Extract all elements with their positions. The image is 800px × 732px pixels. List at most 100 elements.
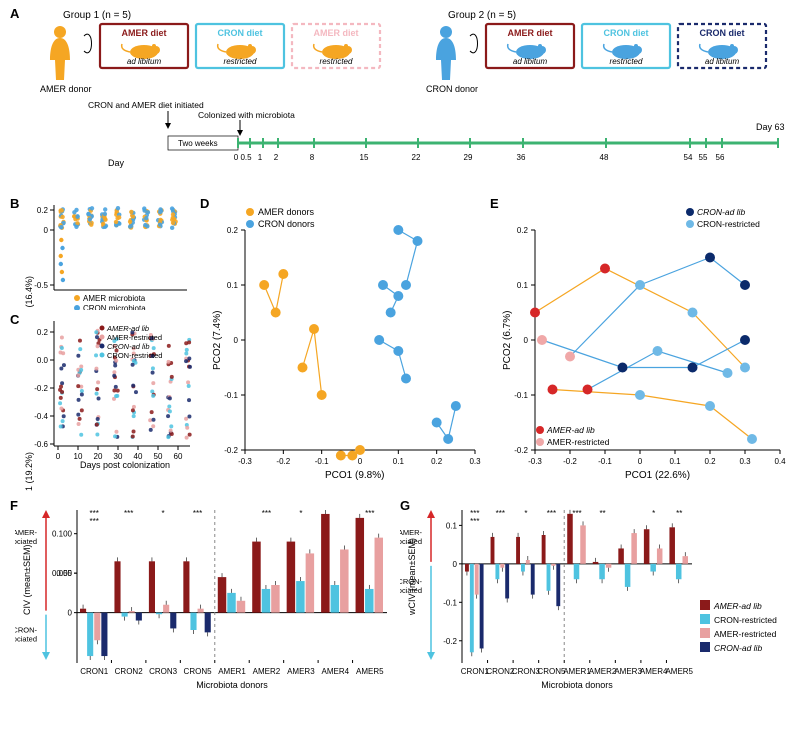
svg-text:More AMER-: More AMER-	[15, 528, 37, 537]
svg-text:CRON5: CRON5	[537, 667, 566, 676]
svg-text:2: 2	[274, 153, 279, 162]
svg-text:AMER1: AMER1	[218, 667, 246, 676]
svg-text:CRON3: CRON3	[149, 667, 178, 676]
timeline-note1: CRON and AMER diet initiated	[88, 100, 204, 110]
svg-text:55: 55	[699, 153, 708, 162]
svg-text:AMER4: AMER4	[322, 667, 350, 676]
end-day-label: Day 63	[756, 122, 785, 132]
svg-text:***: ***	[470, 517, 479, 526]
svg-text:0.0: 0.0	[37, 356, 49, 365]
svg-text:*: *	[299, 509, 302, 518]
svg-text:CRON2: CRON2	[115, 667, 144, 676]
panel-d-svg: AMER donorsCRON donors PCO2 (7.4%) -0.2-…	[205, 200, 485, 490]
panel-b-svg: PCo 1 (16.4%) -0.500.2 AMER microbiotaCR…	[22, 200, 192, 310]
svg-text:-0.1: -0.1	[224, 391, 238, 400]
day-label: Day	[108, 158, 125, 168]
svg-text:***: ***	[124, 509, 133, 518]
svg-text:0.1: 0.1	[517, 281, 529, 290]
svg-text:0.3: 0.3	[739, 457, 751, 466]
svg-text:CRON1: CRON1	[80, 667, 109, 676]
svg-text:CRON-restricted: CRON-restricted	[697, 219, 760, 229]
svg-text:0.1: 0.1	[227, 281, 239, 290]
panel-d-xlabel: PCO1 (9.8%)	[325, 470, 384, 481]
svg-text:-0.6: -0.6	[34, 440, 48, 449]
svg-text:0.050: 0.050	[52, 569, 73, 578]
svg-text:15: 15	[360, 153, 369, 162]
svg-text:AMER1: AMER1	[563, 667, 591, 676]
svg-text:22: 22	[412, 153, 421, 162]
panel-a-svg: Group 1 (n = 5) AMER donor AMER dietad l…	[18, 6, 798, 186]
svg-text:54: 54	[684, 153, 693, 162]
svg-text:-0.1: -0.1	[598, 457, 612, 466]
svg-text:0.2: 0.2	[431, 457, 443, 466]
svg-text:-0.4: -0.4	[34, 412, 48, 421]
panel-e-xlabel: PCO1 (22.6%)	[625, 470, 690, 481]
panel-c-xlabel: Days post colonization	[80, 460, 170, 470]
svg-text:***: ***	[90, 517, 99, 526]
svg-text:AMER diet: AMER diet	[314, 28, 359, 38]
panel-c-svg: PCo 1 (19.2%) -0.6-0.4-0.20.00.2 0102030…	[22, 316, 202, 491]
svg-text:0.100: 0.100	[52, 530, 73, 539]
svg-text:*: *	[524, 509, 527, 518]
svg-text:AMER donors: AMER donors	[258, 207, 315, 217]
svg-text:AMER2: AMER2	[253, 667, 281, 676]
svg-text:AMER-restricted: AMER-restricted	[547, 437, 610, 447]
svg-text:AMER-ad lib: AMER-ad lib	[106, 324, 149, 333]
svg-text:1: 1	[258, 153, 263, 162]
svg-text:-0.5: -0.5	[34, 281, 48, 290]
svg-text:CRON-restricted: CRON-restricted	[107, 351, 162, 360]
two-weeks-label: Two weeks	[178, 139, 218, 148]
svg-text:0: 0	[638, 457, 643, 466]
svg-text:Microbiota donors: Microbiota donors	[196, 680, 268, 690]
svg-text:AMER microbiota: AMER microbiota	[83, 294, 146, 303]
svg-text:CRON5: CRON5	[184, 667, 213, 676]
amer-donor-label: AMER donor	[40, 84, 92, 94]
cron-human-icon	[436, 26, 456, 80]
svg-text:-0.2: -0.2	[514, 446, 528, 455]
svg-text:CRON2: CRON2	[486, 667, 515, 676]
svg-text:CRON donors: CRON donors	[258, 219, 315, 229]
svg-text:***: ***	[365, 509, 374, 518]
svg-text:AMER diet: AMER diet	[508, 28, 553, 38]
svg-text:CRON diet: CRON diet	[604, 28, 649, 38]
svg-text:0.2: 0.2	[37, 328, 49, 337]
svg-text:***: ***	[193, 509, 202, 518]
panel-d-ylabel: PCO2 (7.4%)	[212, 311, 223, 370]
svg-text:AMER4: AMER4	[640, 667, 668, 676]
svg-text:CIV (mean±SEM): CIV (mean±SEM)	[22, 545, 32, 615]
svg-text:0.5: 0.5	[240, 153, 252, 162]
svg-text:***: ***	[572, 509, 581, 518]
svg-text:ad libitum: ad libitum	[513, 57, 548, 66]
svg-text:AMER-ad lib: AMER-ad lib	[713, 601, 762, 611]
svg-text:CRON3: CRON3	[512, 667, 541, 676]
svg-text:associated: associated	[15, 635, 37, 644]
svg-text:AMER-restricted: AMER-restricted	[714, 629, 777, 639]
svg-text:36: 36	[517, 153, 526, 162]
svg-text:-0.2: -0.2	[224, 446, 238, 455]
svg-text:0: 0	[358, 457, 363, 466]
svg-text:AMER diet: AMER diet	[122, 28, 167, 38]
svg-text:AMER-restricted: AMER-restricted	[107, 333, 162, 342]
svg-text:-0.1: -0.1	[315, 457, 329, 466]
panel-g-svg: More AMER-associatedMore CRON-associated…	[400, 500, 795, 725]
svg-text:CRON-restricted: CRON-restricted	[714, 615, 777, 625]
panel-e-ylabel: PCO2 (6.7%)	[502, 311, 513, 370]
svg-text:0.1: 0.1	[446, 521, 458, 530]
svg-text:0.2: 0.2	[517, 226, 529, 235]
svg-text:60: 60	[174, 452, 183, 461]
svg-text:0: 0	[524, 336, 529, 345]
svg-text:CRON-ad lib: CRON-ad lib	[697, 207, 745, 217]
svg-text:0: 0	[234, 153, 239, 162]
svg-text:-0.3: -0.3	[238, 457, 252, 466]
svg-text:0: 0	[44, 226, 49, 235]
svg-text:-0.2: -0.2	[563, 457, 577, 466]
panel-e-svg: CRON-ad lib CRON-restricted PCO2 (6.7%) -…	[495, 200, 795, 490]
svg-text:CRON microbiota: CRON microbiota	[83, 304, 146, 310]
svg-text:AMER3: AMER3	[614, 667, 642, 676]
panel-c-label: C	[10, 312, 19, 327]
svg-text:0: 0	[56, 452, 61, 461]
svg-text:-0.1: -0.1	[443, 598, 457, 607]
svg-text:8: 8	[310, 153, 315, 162]
svg-text:CRON1: CRON1	[461, 667, 490, 676]
svg-text:ad libitum: ad libitum	[705, 57, 740, 66]
